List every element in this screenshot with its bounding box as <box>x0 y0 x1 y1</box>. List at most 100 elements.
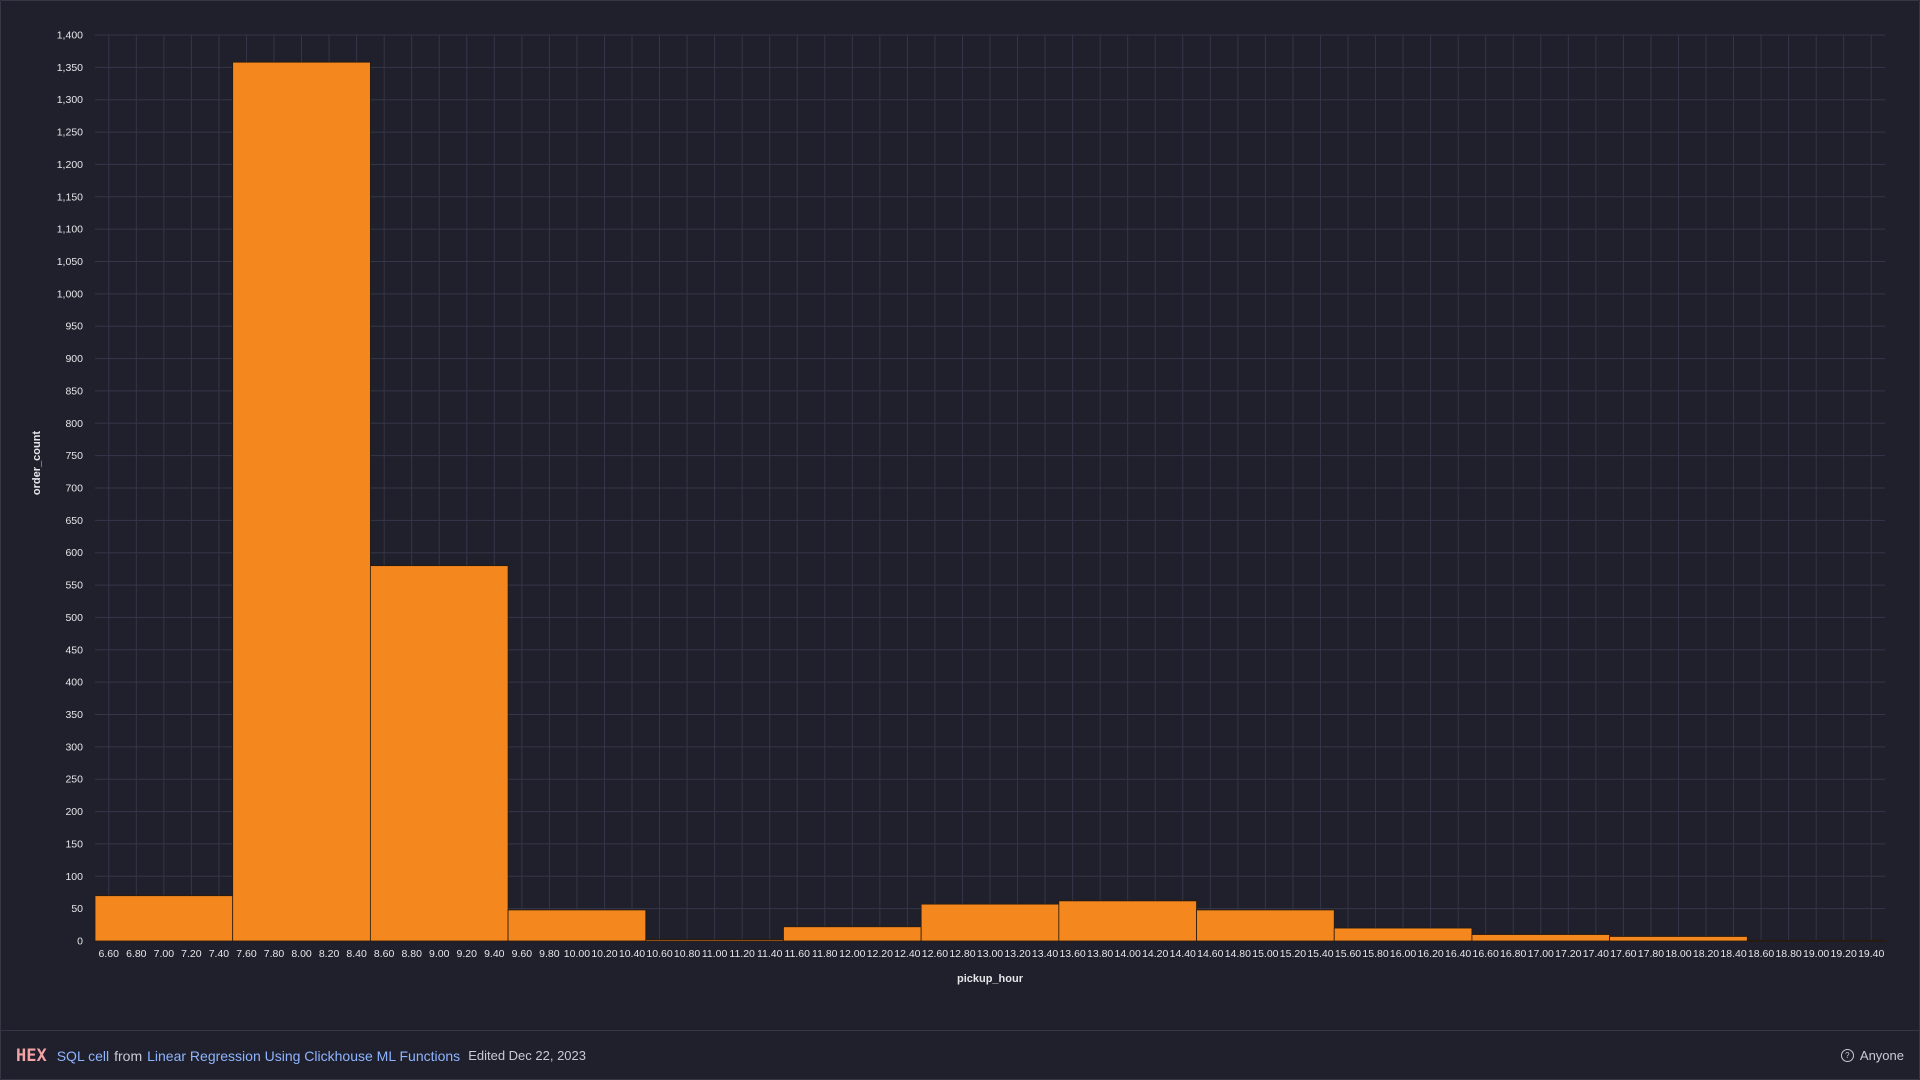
x-tick-label: 15.00 <box>1252 948 1278 960</box>
x-tick-label: 10.80 <box>674 948 700 960</box>
x-tick-label: 13.20 <box>1004 948 1030 960</box>
x-tick-label: 15.40 <box>1307 948 1333 960</box>
x-tick-label: 18.60 <box>1748 948 1774 960</box>
y-tick-label: 1,300 <box>57 94 83 106</box>
x-tick-label: 7.40 <box>209 948 230 960</box>
edited-timestamp: Edited Dec 22, 2023 <box>468 1048 586 1063</box>
x-tick-label: 19.00 <box>1803 948 1829 960</box>
y-tick-label: 1,150 <box>57 191 83 203</box>
x-tick-label: 19.40 <box>1858 948 1884 960</box>
x-tick-label: 7.60 <box>236 948 257 960</box>
x-tick-label: 12.60 <box>922 948 948 960</box>
project-link[interactable]: Linear Regression Using Clickhouse ML Fu… <box>147 1047 461 1064</box>
x-tick-label: 10.20 <box>591 948 617 960</box>
y-axis-ticks: 0 50 100 150 200 250 300 350 400 450 500 550 600 650 7… <box>57 30 83 948</box>
x-tick-label: 11.60 <box>784 948 810 960</box>
histogram-bar <box>645 939 784 942</box>
histogram-bar <box>1471 934 1611 942</box>
y-tick-label: 400 <box>65 677 83 689</box>
x-tick-label: 19.20 <box>1831 948 1857 960</box>
y-tick-label: 700 <box>65 483 83 495</box>
x-tick-label: 13.60 <box>1059 948 1085 960</box>
x-tick-label: 13.40 <box>1032 948 1058 960</box>
x-tick-label: 17.20 <box>1555 948 1581 960</box>
x-tick-label: 7.80 <box>264 948 285 960</box>
x-tick-label: 14.60 <box>1197 948 1223 960</box>
histogram-bar <box>507 909 647 942</box>
x-tick-label: 14.40 <box>1170 948 1196 960</box>
y-tick-label: 450 <box>65 644 83 656</box>
access-control[interactable]: ? Anyone <box>1840 1048 1904 1063</box>
x-tick-label: 17.00 <box>1528 948 1554 960</box>
x-tick-label: 9.60 <box>512 948 533 960</box>
histogram-bar <box>1609 936 1748 942</box>
x-tick-label: 12.20 <box>867 948 893 960</box>
histogram-bar <box>1746 939 1886 942</box>
x-tick-label: 7.20 <box>181 948 202 960</box>
x-tick-label: 8.00 <box>291 948 312 960</box>
x-tick-label: 16.80 <box>1500 948 1526 960</box>
y-tick-label: 1,100 <box>57 224 83 236</box>
sql-cell-link[interactable]: SQL cell <box>56 1047 110 1064</box>
x-tick-label: 11.80 <box>812 948 838 960</box>
x-tick-label: 9.00 <box>429 948 450 960</box>
y-tick-label: 800 <box>65 418 83 430</box>
y-tick-label: 550 <box>65 580 83 592</box>
y-tick-label: 850 <box>65 385 83 397</box>
x-tick-label: 11.00 <box>702 948 728 960</box>
y-tick-label: 750 <box>65 450 83 462</box>
x-tick-label: 17.40 <box>1583 948 1609 960</box>
x-tick-label: 12.00 <box>839 948 865 960</box>
access-label: Anyone <box>1859 1048 1904 1063</box>
x-tick-label: 14.20 <box>1142 948 1168 960</box>
x-tick-label: 12.40 <box>894 948 920 960</box>
y-tick-label: 650 <box>65 515 83 527</box>
x-tick-label: 8.40 <box>346 948 367 960</box>
from-text: from <box>114 1047 143 1064</box>
x-tick-label: 17.80 <box>1638 948 1664 960</box>
y-tick-label: 150 <box>65 838 83 850</box>
y-tick-label: 1,200 <box>57 159 83 171</box>
x-tick-label: 14.00 <box>1115 948 1141 960</box>
x-tick-label: 12.80 <box>949 948 975 960</box>
y-axis-label: order_count <box>31 431 43 496</box>
y-tick-label: 1,350 <box>57 62 83 74</box>
y-tick-label: 1,050 <box>57 256 83 268</box>
y-tick-label: 500 <box>65 612 83 624</box>
x-tick-label: 8.80 <box>401 948 422 960</box>
y-tick-label: 250 <box>65 774 83 786</box>
histogram-bar <box>783 926 922 942</box>
histogram-chart: 0 50 100 150 200 250 300 350 400 450 500 550 600 650 7… <box>31 30 1886 985</box>
hex-logo[interactable]: HEX <box>16 1045 47 1066</box>
x-tick-label: 10.40 <box>619 948 645 960</box>
x-tick-label: 6.80 <box>126 948 147 960</box>
histogram-bar <box>920 903 1060 942</box>
x-tick-label: 10.60 <box>646 948 672 960</box>
x-tick-label: 8.20 <box>319 948 340 960</box>
x-tick-label: 14.80 <box>1225 948 1251 960</box>
histogram-bar <box>94 895 234 942</box>
y-tick-label: 900 <box>65 353 83 365</box>
x-tick-label: 16.20 <box>1417 948 1443 960</box>
x-tick-label: 15.60 <box>1335 948 1361 960</box>
x-tick-label: 13.80 <box>1087 948 1113 960</box>
globe-icon: ? <box>1840 1049 1854 1062</box>
x-tick-label: 17.60 <box>1610 948 1636 960</box>
x-tick-label: 9.20 <box>457 948 478 960</box>
x-tick-label: 8.60 <box>374 948 395 960</box>
x-tick-label: 9.40 <box>484 948 505 960</box>
histogram-bar <box>1333 927 1473 942</box>
y-tick-label: 100 <box>65 871 83 883</box>
x-tick-label: 18.20 <box>1693 948 1719 960</box>
y-tick-label: 50 <box>71 903 83 915</box>
histogram-bar <box>232 61 371 942</box>
x-tick-label: 16.00 <box>1390 948 1416 960</box>
x-tick-label: 16.60 <box>1473 948 1499 960</box>
histogram-bar <box>1058 900 1197 942</box>
bars <box>94 61 1886 942</box>
x-tick-label: 15.20 <box>1280 948 1306 960</box>
y-tick-label: 1,400 <box>57 30 83 42</box>
x-tick-label: 18.00 <box>1665 948 1691 960</box>
x-tick-label: 18.40 <box>1720 948 1746 960</box>
x-tick-label: 16.40 <box>1445 948 1471 960</box>
